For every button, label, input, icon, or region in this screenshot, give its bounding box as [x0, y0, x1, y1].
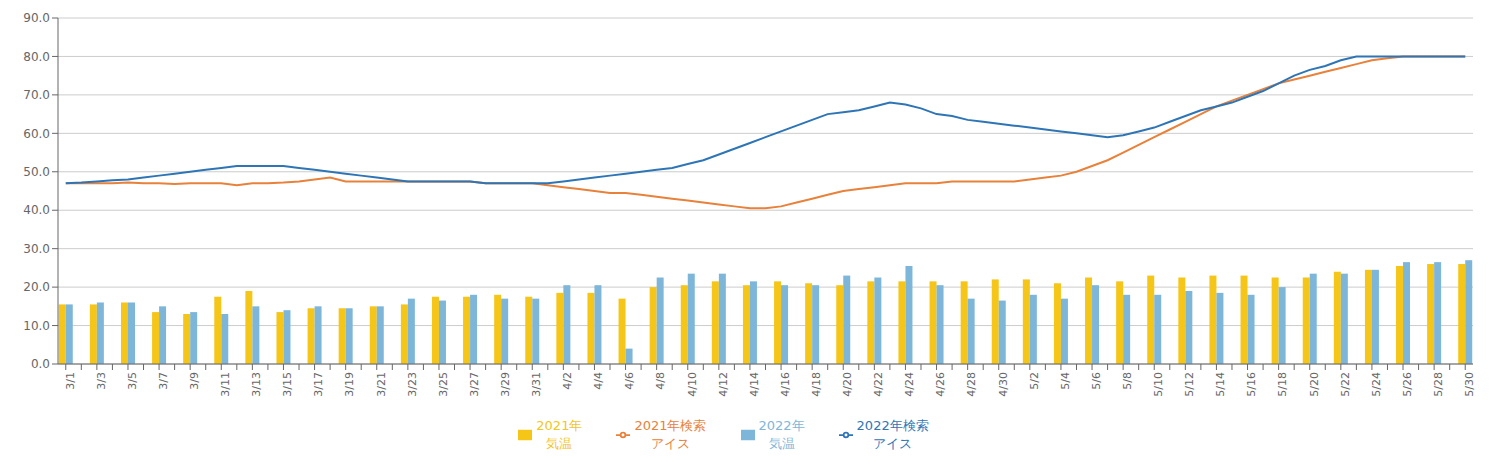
svg-text:50.0: 50.0 — [23, 165, 50, 179]
svg-text:4/2: 4/2 — [561, 372, 574, 390]
svg-text:3/21: 3/21 — [375, 372, 388, 397]
svg-text:3/5: 3/5 — [126, 372, 139, 390]
html-text:2021年検索 アイス: 2021年検索 アイス — [634, 418, 707, 451]
svg-text:3/25: 3/25 — [437, 372, 450, 397]
svg-text:4/16: 4/16 — [779, 372, 792, 397]
svg-text:40.0: 40.0 — [23, 203, 50, 217]
svg-text:3/17: 3/17 — [312, 372, 325, 397]
svg-text:70.0: 70.0 — [23, 88, 50, 102]
svg-text:5/28: 5/28 — [1432, 372, 1445, 397]
svg-text:5/18: 5/18 — [1276, 372, 1289, 397]
svg-text:3/31: 3/31 — [530, 372, 543, 397]
svg-text:4/28: 4/28 — [965, 372, 978, 397]
svg-text:5/20: 5/20 — [1308, 372, 1321, 397]
svg-text:5/10: 5/10 — [1152, 372, 1165, 397]
svg-text:4/20: 4/20 — [841, 372, 854, 397]
svg-text:5/30: 5/30 — [1463, 372, 1476, 397]
svg-text:4/30: 4/30 — [997, 372, 1010, 397]
svg-text:4/24: 4/24 — [903, 372, 916, 397]
svg-text:20.0: 20.0 — [23, 280, 50, 294]
svg-text:5/12: 5/12 — [1183, 372, 1196, 397]
svg-text:4/18: 4/18 — [810, 372, 823, 397]
svg-text:4/6: 4/6 — [623, 372, 636, 390]
svg-text:60.0: 60.0 — [23, 127, 50, 141]
svg-text:5/2: 5/2 — [1028, 372, 1041, 390]
svg-text:3/7: 3/7 — [157, 372, 170, 390]
svg-text:3/3: 3/3 — [95, 372, 108, 390]
svg-text:90.0: 90.0 — [23, 11, 50, 25]
svg-text:5/24: 5/24 — [1370, 372, 1383, 397]
svg-text:5/14: 5/14 — [1214, 372, 1227, 397]
svg-text:80.0: 80.0 — [23, 50, 50, 64]
svg-text:4/26: 4/26 — [934, 372, 947, 397]
svg-text:3/9: 3/9 — [188, 372, 201, 390]
svg-text:4/14: 4/14 — [748, 372, 761, 397]
svg-text:3/11: 3/11 — [219, 372, 232, 397]
html-text:2021年 気温: 2021年 気温 — [536, 418, 583, 451]
svg-text:30.0: 30.0 — [23, 242, 50, 256]
svg-text:5/26: 5/26 — [1401, 372, 1414, 397]
svg-text:5/16: 5/16 — [1245, 372, 1258, 397]
svg-text:5/4: 5/4 — [1059, 372, 1072, 390]
svg-text:5/6: 5/6 — [1090, 372, 1103, 390]
svg-text:4/8: 4/8 — [654, 372, 667, 390]
html-text:2022年検索 アイス: 2022年検索 アイス — [856, 418, 929, 451]
html-text:2022年 気温: 2022年 気温 — [758, 418, 805, 451]
svg-text:3/1: 3/1 — [64, 372, 77, 390]
svg-text:3/23: 3/23 — [406, 372, 419, 397]
svg-text:5/22: 5/22 — [1339, 372, 1352, 397]
svg-text:3/19: 3/19 — [343, 372, 356, 397]
svg-text:3/15: 3/15 — [281, 372, 294, 397]
svg-text:3/13: 3/13 — [250, 372, 263, 397]
svg-text:4/12: 4/12 — [717, 372, 730, 397]
svg-text:4/4: 4/4 — [592, 372, 605, 390]
svg-text:3/27: 3/27 — [468, 372, 481, 397]
svg-text:3/29: 3/29 — [499, 372, 512, 397]
svg-text:10.0: 10.0 — [23, 319, 50, 333]
svg-text:4/22: 4/22 — [872, 372, 885, 397]
svg-text:5/8: 5/8 — [1121, 372, 1134, 390]
svg-text:4/10: 4/10 — [686, 372, 699, 397]
svg-text:0.0: 0.0 — [31, 357, 50, 371]
